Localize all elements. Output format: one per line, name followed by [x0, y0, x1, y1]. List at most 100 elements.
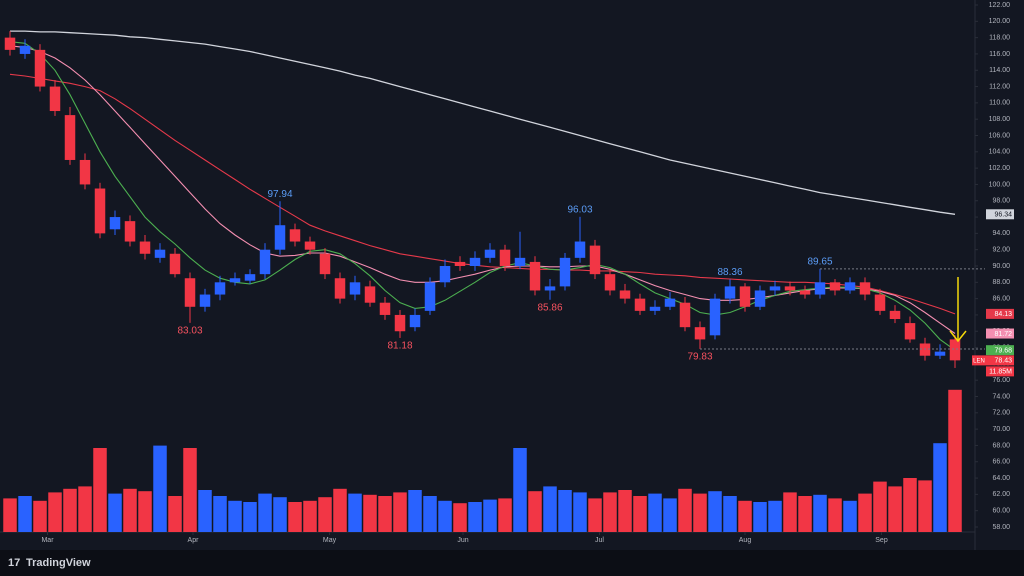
candle-body	[514, 257, 526, 266]
candle-body	[424, 282, 436, 311]
volume-bar	[693, 493, 707, 532]
candle-body	[229, 278, 241, 283]
candle-body	[619, 290, 631, 299]
volume-bar	[588, 498, 602, 532]
candle-body	[244, 274, 256, 281]
volume-bar	[63, 488, 77, 532]
logo-mark: 17	[8, 557, 20, 569]
volume-bar	[558, 490, 572, 532]
candle-body	[934, 351, 946, 356]
signal-arrow	[949, 277, 967, 343]
volume-bar	[243, 502, 257, 532]
candle-body	[49, 86, 61, 112]
y-tick-label: 58.00	[992, 524, 1010, 531]
volume-bar	[948, 389, 962, 532]
volume-bar	[423, 496, 437, 532]
y-tick-label: 60.00	[992, 508, 1010, 515]
candle-body	[544, 286, 556, 291]
y-tick-label: 104.00	[989, 149, 1011, 156]
x-tick-label: Jun	[457, 537, 468, 544]
ma-price-tag-text: 84.13	[994, 311, 1012, 318]
y-tick-label: 62.00	[992, 491, 1010, 498]
candle-body	[4, 37, 16, 50]
candle-body	[499, 249, 511, 266]
last-price-tag-bg	[986, 355, 1014, 366]
high-label: 96.03	[567, 204, 592, 215]
candle-body	[274, 225, 286, 250]
low-label: 79.83	[687, 352, 712, 363]
volume-bar	[528, 491, 542, 532]
candle-body	[364, 286, 376, 303]
volume-bar	[258, 493, 272, 532]
candle-body	[199, 294, 211, 307]
x-tick-label: Mar	[41, 537, 54, 544]
volume-bar	[513, 448, 527, 532]
candle-body	[754, 290, 766, 307]
volume-bar	[288, 502, 302, 532]
volume-bar	[198, 490, 212, 532]
low-label: 83.03	[177, 325, 202, 336]
y-tick-label: 112.00	[989, 83, 1010, 90]
volume-bar	[888, 486, 902, 532]
y-tick-label: 90.00	[992, 263, 1010, 270]
y-tick-label: 86.00	[992, 295, 1010, 302]
candle-body	[739, 286, 751, 307]
volume-bar	[408, 490, 422, 532]
low-label: 81.18	[387, 341, 412, 352]
y-tick-label: 102.00	[989, 165, 1011, 172]
volume-bar	[573, 492, 587, 532]
plot-area	[3, 30, 962, 532]
y-tick-label: 74.00	[992, 393, 1010, 400]
y-tick-label: 108.00	[989, 116, 1011, 123]
volume-bar	[3, 498, 17, 532]
volume-bar	[738, 500, 752, 532]
y-tick-label: 116.00	[989, 51, 1010, 58]
moving-average-line	[9, 45, 956, 334]
ma-price-tag-text: 96.34	[994, 212, 1012, 219]
volume-bar	[483, 499, 497, 532]
candle-body	[64, 115, 76, 160]
arrow-head	[949, 330, 967, 343]
y-tick-label: 92.00	[992, 247, 1010, 254]
y-tick-label: 66.00	[992, 459, 1010, 466]
candle-body	[904, 323, 916, 340]
volume-bar	[843, 500, 857, 532]
candle-body	[724, 286, 736, 299]
candle-body	[94, 188, 106, 234]
volume-bar	[903, 478, 917, 532]
volume-bar	[768, 500, 782, 532]
x-tick-label: Jul	[595, 537, 604, 544]
high-label: 88.36	[717, 267, 742, 278]
footer	[0, 550, 1024, 576]
symbol-tag: LEN	[973, 358, 985, 364]
candle-body	[844, 282, 856, 291]
volume-bar	[168, 496, 182, 532]
candle-body	[34, 49, 46, 87]
volume-bar	[18, 496, 32, 532]
volume-bar	[678, 488, 692, 532]
candle-body	[169, 253, 181, 275]
candle-body	[814, 282, 826, 295]
y-tick-label: 72.00	[992, 410, 1010, 417]
volume-bar	[918, 480, 932, 532]
volume-bar	[783, 492, 797, 532]
candle-body	[649, 306, 661, 311]
y-tick-label: 122.00	[989, 2, 1011, 9]
y-tick-label: 94.00	[992, 230, 1010, 237]
volume-bar	[648, 493, 662, 532]
y-tick-label: 70.00	[992, 426, 1010, 433]
y-tick-label: 98.00	[992, 198, 1010, 205]
y-tick-label: 118.00	[989, 34, 1010, 41]
candle-body	[679, 302, 691, 328]
candle-body	[664, 298, 676, 307]
candle-body	[349, 282, 361, 295]
candle-body	[304, 241, 316, 250]
candle-body	[319, 253, 331, 275]
candle-body	[19, 45, 31, 54]
volume-bar	[108, 493, 122, 532]
candle-body	[379, 302, 391, 315]
moving-average-line	[9, 73, 956, 315]
volume-bar	[603, 492, 617, 532]
volume-bar	[708, 491, 722, 532]
candle-body	[439, 266, 451, 283]
